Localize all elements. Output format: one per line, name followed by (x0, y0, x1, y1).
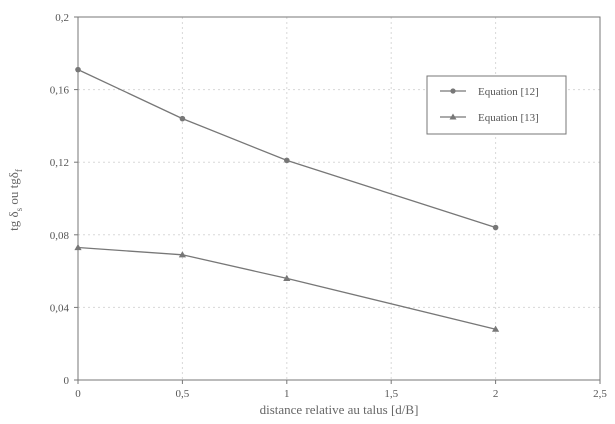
data-point-circle (75, 66, 81, 73)
data-point-triangle (178, 251, 186, 258)
legend-marker-circle (450, 88, 456, 94)
x-tick-label: 0 (75, 388, 81, 400)
data-point-triangle (74, 243, 82, 251)
y-tick-label: 0,16 (50, 85, 70, 97)
x-tick-label: 0,5 (176, 388, 190, 400)
plot-frame (77, 16, 601, 381)
y-axis-label-sub2: f (14, 169, 24, 172)
x-tick-label: 1,5 (384, 388, 398, 400)
data-point-triangle (283, 274, 291, 281)
x-tick-label: 2,5 (593, 388, 607, 400)
x-tick-label: 1 (284, 388, 290, 400)
data-point-circle (284, 157, 290, 164)
y-axis-label-sub1: s (14, 207, 24, 211)
y-tick-label: 0,08 (50, 230, 70, 242)
legend: Equation [12] Equation [13] (426, 75, 567, 135)
y-tick-label: 0,12 (50, 157, 69, 169)
grid (78, 17, 600, 380)
y-tick-label: 0 (64, 375, 70, 387)
x-axis-ticks: 0 0,5 1 1,5 2 2,5 (75, 380, 607, 400)
y-axis-label-base: tg δ (6, 211, 21, 231)
data-point-circle (179, 115, 186, 122)
series-layer (74, 66, 500, 332)
series-line-2 (77, 246, 496, 330)
data-point-circle (492, 224, 499, 231)
x-axis-label: distance relative au talus [d/B] (260, 402, 419, 417)
y-axis-label: tg δs ou tgδf (6, 169, 24, 231)
x-tick-label: 2 (493, 388, 499, 400)
y-tick-label: 0,2 (55, 12, 69, 24)
y-tick-label: 0,04 (50, 302, 70, 314)
data-point-triangle (492, 325, 500, 332)
y-axis-ticks: 0 0,04 0,08 0,12 0,16 0,2 (50, 12, 78, 387)
y-axis-label-mid: ou tgδ (6, 172, 21, 208)
legend-box (426, 75, 567, 135)
legend-label-eq13: Equation [13] (478, 112, 539, 124)
legend-marker-triangle (449, 113, 457, 120)
legend-label-eq12: Equation [12] (478, 86, 539, 98)
series-line-1 (77, 69, 496, 229)
